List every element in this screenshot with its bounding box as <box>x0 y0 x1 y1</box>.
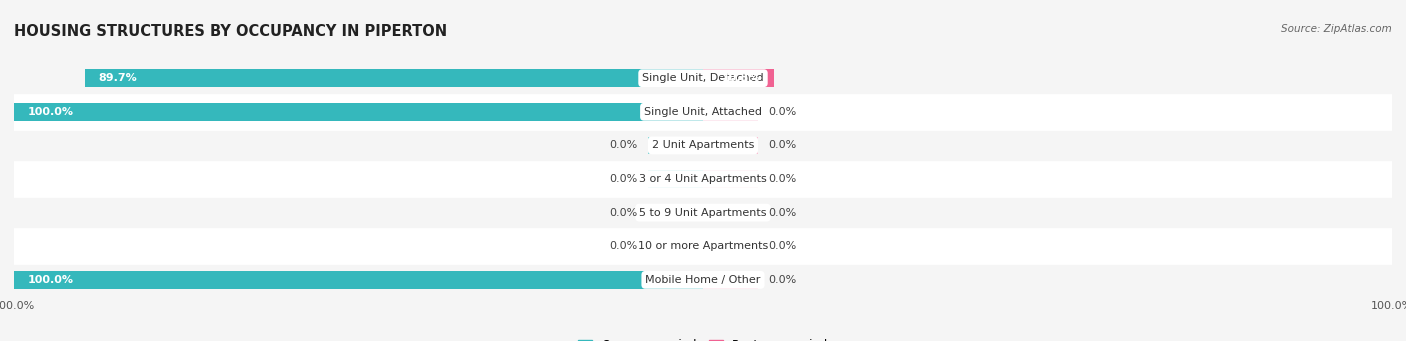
Bar <box>703 271 758 288</box>
Bar <box>84 70 703 87</box>
Bar <box>14 129 1392 162</box>
Bar <box>648 137 703 154</box>
Bar <box>14 95 1392 129</box>
Text: 10 or more Apartments: 10 or more Apartments <box>638 241 768 251</box>
Text: 0.0%: 0.0% <box>609 208 637 218</box>
Text: 0.0%: 0.0% <box>769 208 797 218</box>
Text: Source: ZipAtlas.com: Source: ZipAtlas.com <box>1281 24 1392 34</box>
Bar <box>703 70 773 87</box>
Bar <box>14 271 703 288</box>
Text: 0.0%: 0.0% <box>769 140 797 150</box>
Bar <box>703 137 758 154</box>
Bar <box>703 238 758 255</box>
Text: 0.0%: 0.0% <box>769 275 797 285</box>
Text: Single Unit, Attached: Single Unit, Attached <box>644 107 762 117</box>
Bar <box>14 162 1392 196</box>
Text: 0.0%: 0.0% <box>769 174 797 184</box>
Text: 100.0%: 100.0% <box>28 107 75 117</box>
Bar <box>14 196 1392 229</box>
Bar <box>703 103 758 120</box>
Text: 10.3%: 10.3% <box>721 73 761 83</box>
Legend: Owner-occupied, Renter-occupied: Owner-occupied, Renter-occupied <box>572 334 834 341</box>
Text: Mobile Home / Other: Mobile Home / Other <box>645 275 761 285</box>
Bar <box>648 170 703 188</box>
Text: 0.0%: 0.0% <box>609 174 637 184</box>
Bar <box>648 204 703 221</box>
Bar <box>14 61 1392 95</box>
Text: 100.0%: 100.0% <box>28 275 75 285</box>
Text: 0.0%: 0.0% <box>769 241 797 251</box>
Text: 5 to 9 Unit Apartments: 5 to 9 Unit Apartments <box>640 208 766 218</box>
Bar <box>703 204 758 221</box>
Bar <box>703 170 758 188</box>
Text: 2 Unit Apartments: 2 Unit Apartments <box>652 140 754 150</box>
Text: 0.0%: 0.0% <box>769 107 797 117</box>
Text: Single Unit, Detached: Single Unit, Detached <box>643 73 763 83</box>
Text: HOUSING STRUCTURES BY OCCUPANCY IN PIPERTON: HOUSING STRUCTURES BY OCCUPANCY IN PIPER… <box>14 24 447 39</box>
Bar <box>14 229 1392 263</box>
Text: 89.7%: 89.7% <box>98 73 138 83</box>
Text: 0.0%: 0.0% <box>609 140 637 150</box>
Bar <box>14 263 1392 297</box>
Text: 3 or 4 Unit Apartments: 3 or 4 Unit Apartments <box>640 174 766 184</box>
Text: 0.0%: 0.0% <box>609 241 637 251</box>
Bar <box>648 238 703 255</box>
Bar <box>14 103 703 120</box>
